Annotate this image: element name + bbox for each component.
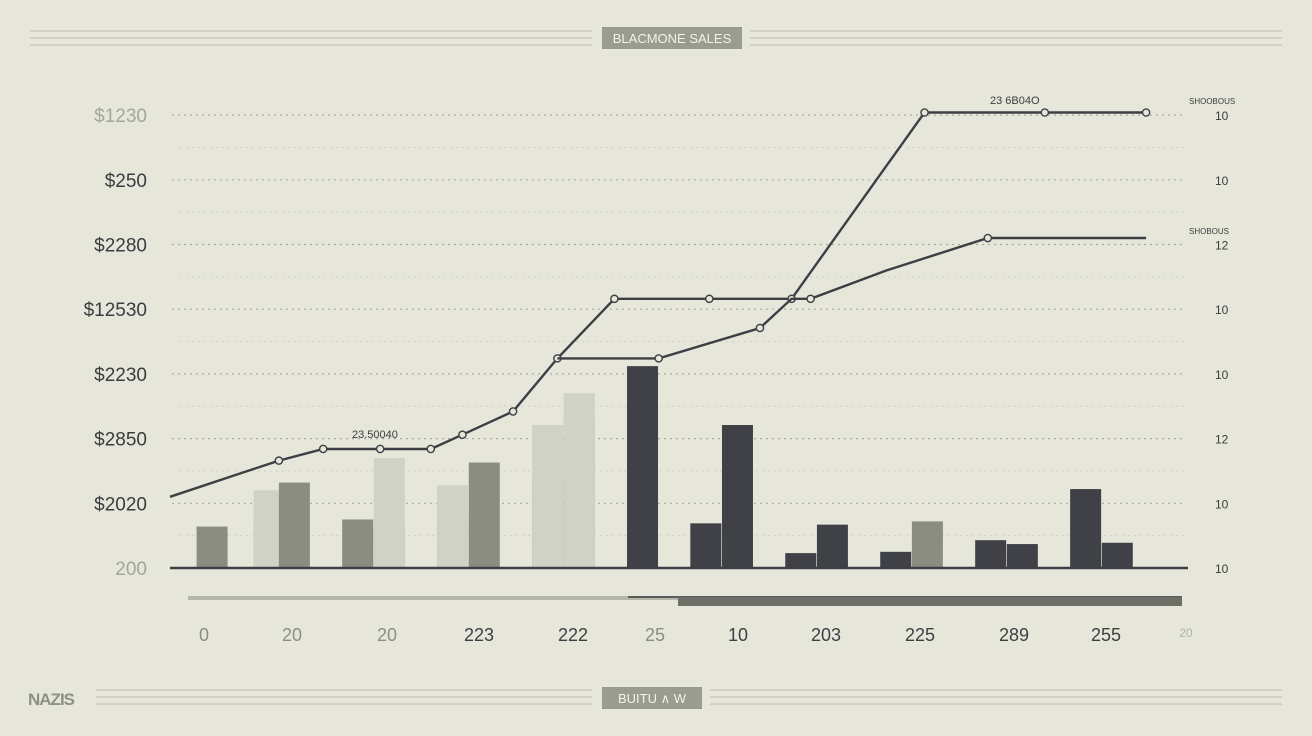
bar-3 bbox=[278, 482, 310, 568]
series-0-point-11 bbox=[1040, 108, 1050, 117]
x-tick-label-3: 223 bbox=[464, 625, 494, 645]
y-tick-label-3: $12530 bbox=[84, 300, 147, 321]
series-0-point-2 bbox=[375, 444, 385, 454]
series-end-label-upper: SHOOBOUS bbox=[1189, 97, 1235, 106]
right-tick-label-7: 10 bbox=[1215, 562, 1229, 576]
x-tick-label-2: 20 bbox=[377, 625, 397, 645]
bar-24 bbox=[1101, 542, 1133, 568]
series-0-point-3 bbox=[426, 444, 436, 454]
y-tick-label-6: $2020 bbox=[94, 494, 147, 515]
annotations: 23.50040 23 6B04O SHOOBOUS SHOBOUS bbox=[352, 95, 1235, 441]
right-tick-label-3: 10 bbox=[1215, 303, 1229, 317]
series-0-point-5 bbox=[508, 407, 518, 416]
annotation-top: 23 6B04O bbox=[990, 95, 1040, 107]
series-1-point-3 bbox=[983, 233, 993, 243]
series-0-point-1 bbox=[318, 444, 328, 454]
x-axis: 0 20 20 223 222 25 10 203 225 289 255 20 bbox=[199, 625, 1193, 645]
y-tick-label-1: $250 bbox=[105, 171, 147, 192]
right-tick-label-2: 12 bbox=[1215, 239, 1229, 253]
footer-button[interactable]: BUITU ∧ W bbox=[602, 687, 702, 709]
x-tick-label-1: 20 bbox=[282, 625, 302, 645]
right-tick-label-5: 12 bbox=[1215, 433, 1229, 447]
series-end-label-lower: SHOBOUS bbox=[1189, 227, 1229, 236]
right-tick-label-6: 10 bbox=[1215, 497, 1229, 511]
gridlines bbox=[172, 114, 1186, 537]
y-tick-label-5: $2850 bbox=[94, 430, 147, 451]
right-axis: 10 10 12 10 10 12 10 10 bbox=[1215, 109, 1229, 576]
x-tick-label-5: 25 bbox=[645, 625, 665, 645]
chart-title-badge: BLACMONE SALES bbox=[602, 27, 742, 49]
series-line-0 bbox=[169, 111, 1147, 498]
bar-9 bbox=[468, 462, 500, 568]
bar-6 bbox=[373, 458, 405, 568]
right-tick-label-4: 10 bbox=[1215, 368, 1229, 382]
line-series bbox=[169, 108, 1151, 498]
bar-19 bbox=[880, 551, 912, 568]
series-0-point-4 bbox=[458, 430, 467, 440]
chart-title: BLACMONE SALES bbox=[613, 31, 732, 46]
bar-16 bbox=[721, 425, 753, 568]
right-tick-label-1: 10 bbox=[1215, 174, 1229, 188]
x-tick-label-6: 10 bbox=[728, 625, 748, 645]
x-tick-label-8: 225 bbox=[905, 625, 935, 645]
bar-0 bbox=[196, 526, 228, 568]
annotation-left: 23.50040 bbox=[352, 429, 398, 441]
series-0-point-7 bbox=[610, 294, 619, 304]
bar-13 bbox=[563, 393, 595, 568]
bar-8 bbox=[437, 485, 469, 568]
x-tick-label-9: 289 bbox=[999, 625, 1029, 645]
footer-button-label: BUITU ∧ W bbox=[618, 691, 687, 706]
bar-15 bbox=[690, 523, 722, 568]
right-tick-label-0: 10 bbox=[1215, 109, 1229, 123]
y-axis: $1230 $250 $2280 $12530 $2230 $2850 $2020 200 bbox=[84, 106, 147, 580]
series-1-point-1 bbox=[755, 323, 765, 333]
scrollbar-thumb[interactable] bbox=[678, 597, 1182, 606]
bar-21 bbox=[975, 540, 1007, 568]
y-tick-label-4: $2230 bbox=[94, 365, 147, 386]
series-0-point-0 bbox=[274, 456, 284, 465]
x-tick-label-4: 222 bbox=[558, 625, 588, 645]
header-rules bbox=[30, 30, 1282, 46]
series-0-point-12 bbox=[1141, 108, 1151, 117]
bar-18 bbox=[816, 524, 848, 568]
y-tick-label-0: $1230 bbox=[94, 106, 147, 127]
bar-22 bbox=[1006, 544, 1038, 568]
series-1-point-2 bbox=[806, 294, 815, 304]
bar-11 bbox=[532, 425, 564, 568]
y-tick-label-2: $2280 bbox=[94, 236, 147, 257]
range-scrollbar[interactable] bbox=[188, 596, 1182, 606]
x-tick-label-10: 255 bbox=[1091, 625, 1121, 645]
bar-14 bbox=[627, 366, 659, 568]
bar-23 bbox=[1070, 489, 1102, 568]
x-tick-label-11: 20 bbox=[1179, 626, 1193, 640]
y-tick-label-7: 200 bbox=[115, 559, 147, 580]
bar-17 bbox=[785, 553, 817, 568]
bar-20 bbox=[911, 521, 943, 568]
footer-rules bbox=[96, 689, 1282, 705]
bar-series bbox=[196, 366, 1133, 568]
brand-logo: NAZIS bbox=[28, 690, 75, 709]
series-0-point-8 bbox=[705, 294, 714, 304]
x-tick-label-7: 203 bbox=[811, 625, 841, 645]
series-0-point-10 bbox=[920, 108, 929, 117]
bar-4 bbox=[342, 519, 374, 568]
x-tick-label-0: 0 bbox=[199, 625, 209, 645]
series-1-point-0 bbox=[654, 354, 663, 363]
